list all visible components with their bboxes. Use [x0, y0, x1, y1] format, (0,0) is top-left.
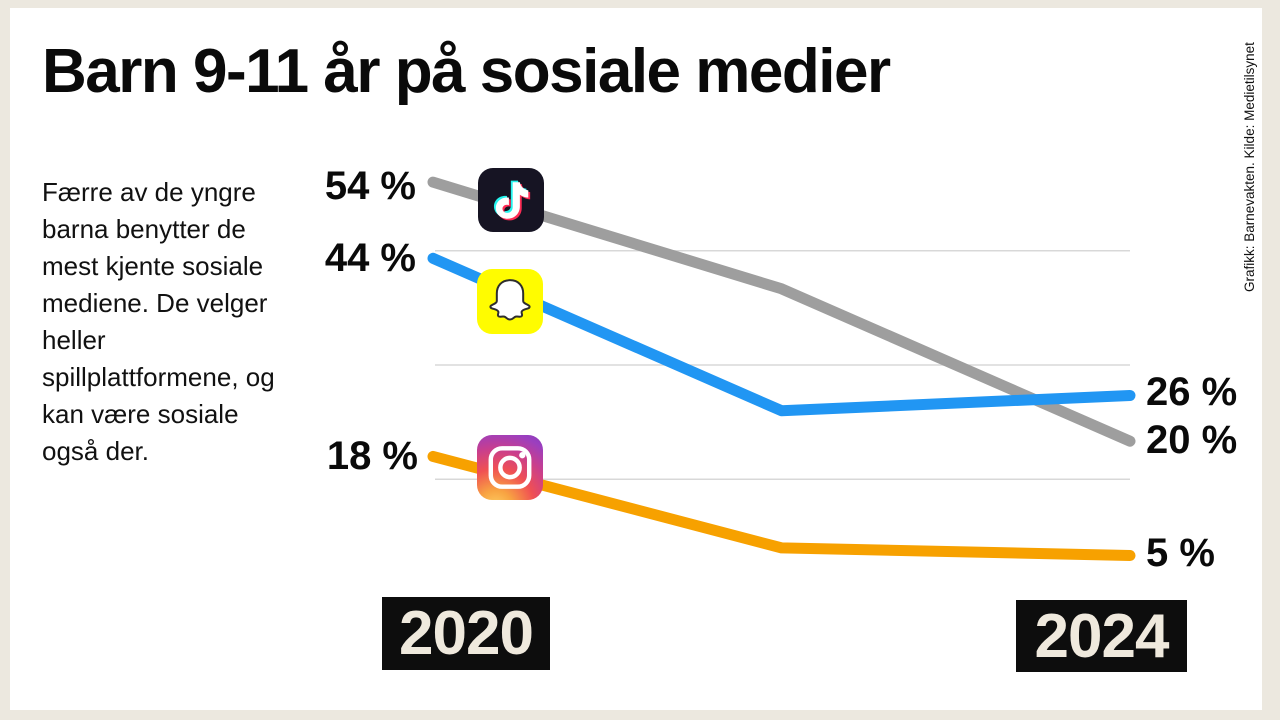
value-label-instagram-2024: 5 % [1146, 531, 1215, 575]
tiktok-icon [478, 168, 544, 232]
line-tiktok [427, 176, 1136, 447]
value-label-instagram-2020: 18 % [326, 434, 418, 478]
line-snapchat [427, 252, 1136, 417]
line-instagram [427, 450, 1136, 561]
snapchat-icon [477, 269, 543, 334]
value-label-snapchat-2020: 44 % [324, 236, 416, 280]
year-2024-text: 2024 [1034, 601, 1170, 671]
year-2020-text: 2020 [399, 599, 534, 668]
x-axis-label-2020: 2020 [382, 597, 550, 670]
page-title: Barn 9-11 år på sosiale medier [42, 37, 891, 106]
instagram-icon [477, 435, 543, 500]
infographic-panel: Barn 9-11 år på sosiale medier Færre av … [10, 8, 1262, 710]
snapchat-ghost-glyph [489, 278, 531, 321]
value-label-tiktok-2020: 54 % [324, 164, 416, 208]
value-label-snapchat-2024: 26 % [1146, 370, 1238, 414]
x-axis-label-2024: 2024 [1016, 600, 1187, 672]
instagram-camera-glyph [488, 446, 532, 489]
tiktok-note-glyph [493, 180, 531, 221]
chart-description: Færre av de yngre barna benytter de mest… [42, 177, 275, 466]
value-label-tiktok-2024: 20 % [1146, 418, 1238, 462]
